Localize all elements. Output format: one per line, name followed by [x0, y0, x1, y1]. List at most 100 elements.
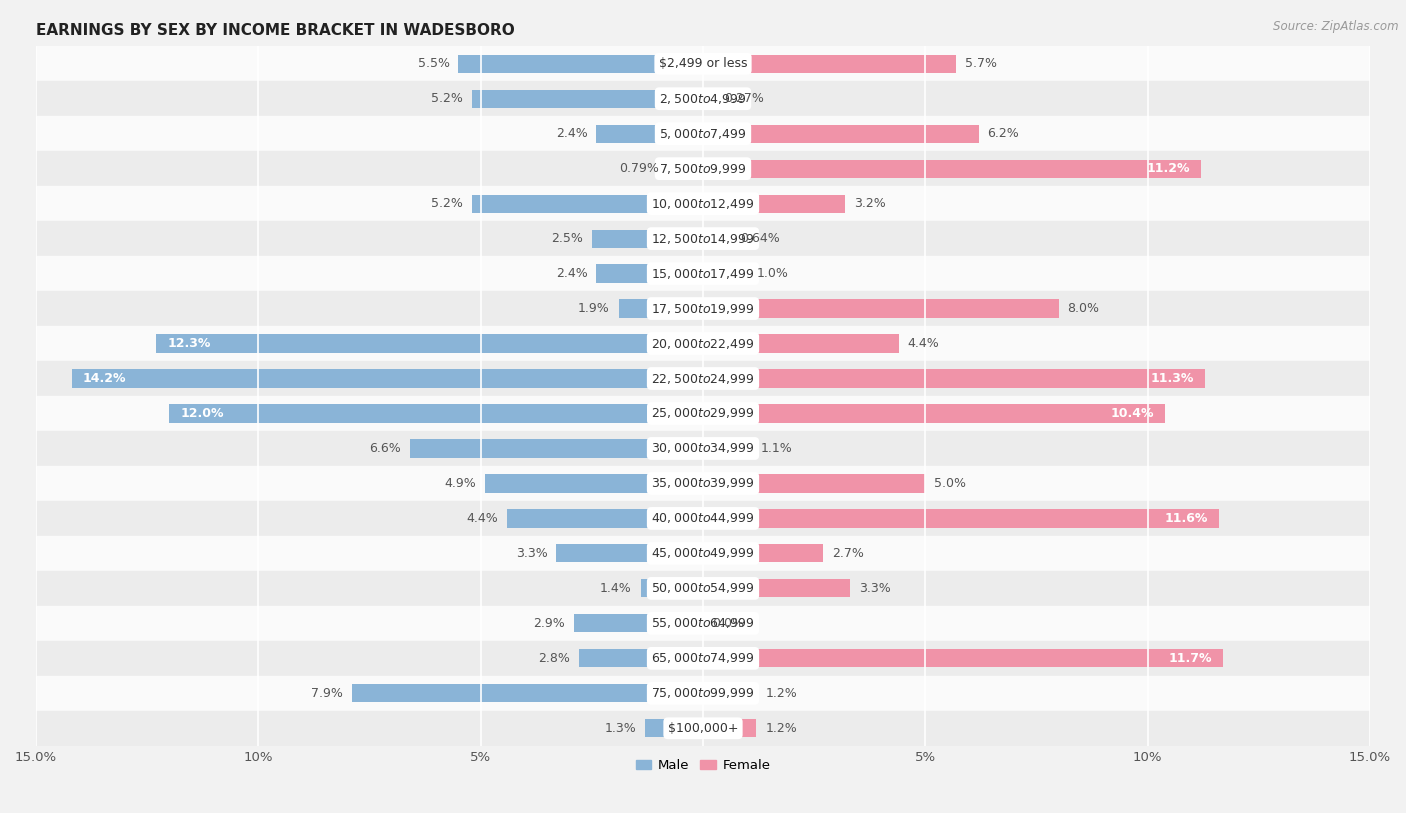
Text: 14.2%: 14.2% [83, 372, 127, 385]
Text: $35,000 to $39,999: $35,000 to $39,999 [651, 476, 755, 490]
Bar [409, 439, 703, 458]
Bar [37, 466, 1369, 501]
Text: 12.0%: 12.0% [180, 407, 224, 420]
Bar [37, 186, 1369, 221]
Bar [37, 606, 1369, 641]
Bar [578, 650, 703, 667]
Bar [508, 509, 703, 528]
Text: 3.3%: 3.3% [516, 547, 547, 560]
Bar [557, 545, 703, 563]
Bar [37, 536, 1369, 571]
Bar [170, 404, 703, 423]
Bar [37, 361, 1369, 396]
Text: EARNINGS BY SEX BY INCOME BRACKET IN WADESBORO: EARNINGS BY SEX BY INCOME BRACKET IN WAD… [37, 23, 515, 38]
Text: $2,500 to $4,999: $2,500 to $4,999 [659, 92, 747, 106]
Text: $15,000 to $17,499: $15,000 to $17,499 [651, 267, 755, 280]
Text: $7,500 to $9,999: $7,500 to $9,999 [659, 162, 747, 176]
Text: 2.7%: 2.7% [832, 547, 863, 560]
Bar [592, 229, 703, 248]
Bar [37, 291, 1369, 326]
Text: 2.4%: 2.4% [555, 127, 588, 140]
Bar [37, 711, 1369, 746]
Bar [703, 474, 925, 493]
Bar [645, 720, 703, 737]
Bar [703, 404, 1166, 423]
Text: 5.5%: 5.5% [418, 57, 450, 70]
Bar [37, 501, 1369, 536]
Bar [156, 334, 703, 353]
Bar [703, 334, 898, 353]
Text: 4.4%: 4.4% [907, 337, 939, 350]
Text: $45,000 to $49,999: $45,000 to $49,999 [651, 546, 755, 560]
Text: 2.4%: 2.4% [555, 267, 588, 280]
Text: 1.9%: 1.9% [578, 302, 610, 315]
Bar [703, 439, 752, 458]
Text: 3.3%: 3.3% [859, 582, 890, 595]
Text: 1.2%: 1.2% [765, 687, 797, 700]
Text: 11.7%: 11.7% [1168, 652, 1212, 665]
Bar [352, 685, 703, 702]
Text: $30,000 to $34,999: $30,000 to $34,999 [651, 441, 755, 455]
Text: 0.64%: 0.64% [741, 233, 780, 245]
Bar [37, 151, 1369, 186]
Bar [703, 650, 1223, 667]
Bar [703, 124, 979, 143]
Bar [485, 474, 703, 493]
Text: 3.2%: 3.2% [855, 197, 886, 210]
Text: 11.3%: 11.3% [1152, 372, 1194, 385]
Text: $75,000 to $99,999: $75,000 to $99,999 [651, 686, 755, 700]
Legend: Male, Female: Male, Female [630, 754, 776, 778]
Text: 5.2%: 5.2% [432, 197, 463, 210]
Bar [703, 299, 1059, 318]
Text: 10.4%: 10.4% [1111, 407, 1154, 420]
Text: $25,000 to $29,999: $25,000 to $29,999 [651, 406, 755, 420]
Bar [458, 54, 703, 73]
Text: 11.2%: 11.2% [1146, 162, 1189, 175]
Text: $20,000 to $22,499: $20,000 to $22,499 [651, 337, 755, 350]
Bar [37, 676, 1369, 711]
Bar [37, 116, 1369, 151]
Bar [37, 431, 1369, 466]
Bar [37, 326, 1369, 361]
Text: $50,000 to $54,999: $50,000 to $54,999 [651, 581, 755, 595]
Bar [37, 81, 1369, 116]
Bar [703, 509, 1219, 528]
Text: 0.27%: 0.27% [724, 92, 763, 105]
Text: Source: ZipAtlas.com: Source: ZipAtlas.com [1274, 20, 1399, 33]
Text: $12,500 to $14,999: $12,500 to $14,999 [651, 232, 755, 246]
Bar [72, 369, 703, 388]
Text: $17,500 to $19,999: $17,500 to $19,999 [651, 302, 755, 315]
Bar [703, 580, 849, 598]
Text: 12.3%: 12.3% [167, 337, 211, 350]
Text: 1.4%: 1.4% [600, 582, 631, 595]
Text: 6.6%: 6.6% [368, 442, 401, 455]
Bar [703, 720, 756, 737]
Bar [703, 194, 845, 213]
Text: $65,000 to $74,999: $65,000 to $74,999 [651, 651, 755, 665]
Text: $5,000 to $7,499: $5,000 to $7,499 [659, 127, 747, 141]
Text: $22,500 to $24,999: $22,500 to $24,999 [651, 372, 755, 385]
Bar [703, 264, 748, 283]
Text: 1.2%: 1.2% [765, 722, 797, 735]
Text: $10,000 to $12,499: $10,000 to $12,499 [651, 197, 755, 211]
Text: 5.7%: 5.7% [966, 57, 997, 70]
Text: 1.1%: 1.1% [761, 442, 793, 455]
Bar [37, 46, 1369, 81]
Bar [472, 89, 703, 108]
Text: 4.4%: 4.4% [467, 512, 499, 525]
Bar [619, 299, 703, 318]
Text: $55,000 to $64,999: $55,000 to $64,999 [651, 616, 755, 630]
Bar [37, 641, 1369, 676]
Text: 2.9%: 2.9% [533, 617, 565, 630]
Bar [37, 221, 1369, 256]
Bar [574, 615, 703, 633]
Bar [703, 54, 956, 73]
Bar [703, 369, 1205, 388]
Text: 6.2%: 6.2% [987, 127, 1019, 140]
Text: 11.6%: 11.6% [1164, 512, 1208, 525]
Bar [596, 264, 703, 283]
Bar [37, 396, 1369, 431]
Text: $40,000 to $44,999: $40,000 to $44,999 [651, 511, 755, 525]
Bar [472, 194, 703, 213]
Text: 4.9%: 4.9% [444, 477, 477, 490]
